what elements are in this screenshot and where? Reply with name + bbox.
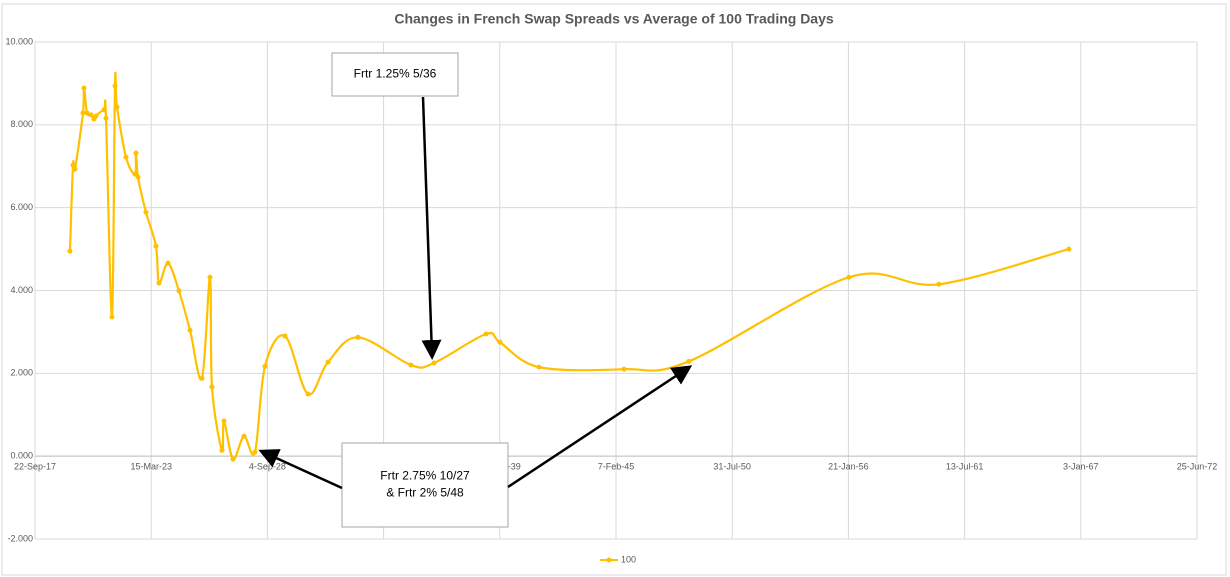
point (1066, 246, 1072, 252)
point (67, 248, 73, 254)
x-tick-label: 21-Jan-56 (828, 462, 869, 472)
annotation-text: Frtr 2.75% 10/27 (380, 469, 470, 483)
annotation-box (341, 442, 509, 528)
point (153, 243, 159, 249)
point (80, 110, 86, 116)
point (262, 363, 268, 369)
annotation-text: & Frtr 2% 5/48 (386, 486, 464, 500)
point (81, 85, 87, 91)
point (70, 162, 76, 168)
point (143, 209, 149, 215)
x-tick-label: 15-Mar-23 (130, 462, 172, 472)
annotation-arrow (258, 449, 343, 490)
point (187, 327, 193, 333)
point (207, 274, 213, 280)
legend-label: 100 (621, 554, 636, 564)
point (84, 110, 90, 116)
point (686, 358, 692, 364)
y-tick-label: -2.000 (7, 533, 33, 543)
point (325, 359, 331, 365)
annotation-box (331, 52, 459, 97)
y-tick-label: 8.000 (10, 119, 33, 129)
point (230, 456, 236, 462)
chart-title: Changes in French Swap Spreads vs Averag… (394, 11, 834, 27)
point (72, 166, 78, 172)
point (88, 112, 94, 118)
point (219, 447, 225, 453)
point (123, 154, 129, 160)
point (93, 113, 99, 119)
point (483, 331, 489, 337)
point (408, 362, 414, 368)
point (221, 418, 227, 424)
x-tick-label: 4-Sep-28 (249, 462, 286, 472)
chart-border (1, 3, 1227, 576)
x-tick-label: 7-Feb-45 (598, 462, 635, 472)
annotation-text: Frtr 1.25% 5/36 (354, 67, 437, 81)
x-tick-label: 3-Jan-67 (1063, 462, 1099, 472)
y-tick-label: 0.000 (10, 451, 33, 461)
y-tick-label: 10.000 (5, 36, 33, 46)
point (621, 366, 627, 372)
y-tick-label: 4.000 (10, 285, 33, 295)
point (209, 384, 215, 390)
point (241, 433, 247, 439)
point (252, 449, 258, 455)
point (305, 391, 311, 397)
point (112, 83, 118, 89)
point (199, 375, 205, 381)
annotation-arrow (421, 96, 442, 360)
y-tick-label: 2.000 (10, 368, 33, 378)
point (355, 334, 361, 340)
point (176, 288, 182, 294)
point (109, 314, 115, 320)
point (282, 333, 288, 339)
point (156, 280, 162, 286)
point (114, 104, 120, 110)
point (103, 115, 109, 121)
point (936, 281, 942, 287)
point (101, 107, 107, 113)
legend-marker (606, 557, 612, 563)
point (135, 174, 141, 180)
annotation-arrow (507, 365, 693, 489)
x-tick-label: 25-Jun-72 (1177, 462, 1218, 472)
point (497, 339, 503, 345)
x-tick-label: 22-Sep-17 (14, 462, 56, 472)
point (133, 150, 139, 156)
x-tick-label: 31-Jul-50 (713, 462, 751, 472)
point (165, 260, 171, 266)
point (846, 274, 852, 280)
point (431, 360, 437, 366)
x-tick-label: 13-Jul-61 (946, 462, 984, 472)
point (536, 364, 542, 370)
y-tick-label: 6.000 (10, 202, 33, 212)
